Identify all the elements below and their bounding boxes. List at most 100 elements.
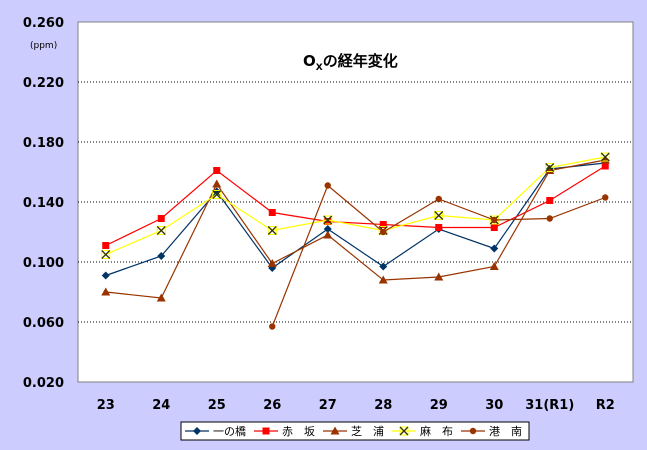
x-tick-label-9: R2 — [596, 398, 615, 413]
series-1-point-7 — [490, 224, 498, 231]
legend-marker-3-box — [399, 426, 409, 436]
series-2-point-6 — [434, 272, 444, 281]
series-3-point-0 — [101, 250, 111, 259]
series-1-point-4 — [324, 218, 332, 225]
series-0-point-7 — [490, 244, 499, 253]
legend-marker-1 — [262, 427, 270, 435]
x-tick-label-8: 31(R1) — [525, 398, 574, 413]
y-tick-label-4: 0.180 — [23, 136, 64, 151]
series-3-point-3-cross — [267, 226, 277, 235]
legend-marker-4 — [469, 427, 477, 435]
x-tick-label-3: 26 — [263, 398, 281, 413]
y-tick-label-6: 0.260 — [23, 16, 64, 31]
legend-label-2: 芝 浦 — [351, 425, 384, 438]
series-group — [101, 152, 610, 330]
series-1-point-9 — [601, 162, 609, 170]
series-line-0 — [105, 162, 606, 277]
series-4-point-8 — [546, 215, 553, 222]
series-0-point-5 — [379, 262, 388, 271]
series-4-point-7 — [491, 216, 498, 224]
y-axis-unit: (ppm) — [30, 41, 57, 51]
chart-title-rest: の経年変化 — [323, 52, 398, 70]
series-1-point-1 — [157, 215, 165, 222]
series-3-point-9 — [600, 152, 610, 162]
series-2-point-3 — [267, 259, 277, 267]
series-1-point-2 — [213, 167, 221, 174]
legend-marker-2 — [330, 426, 340, 435]
series-1-point-8 — [546, 197, 554, 204]
y-axis-ticks: 0.020 0.060 0.100 0.140 0.180 0.220 0.260 — [23, 16, 64, 391]
series-2-point-0 — [101, 287, 111, 296]
x-tick-label-0: 23 — [97, 398, 115, 413]
series-3-point-6-box — [434, 211, 444, 220]
series-2-point-2 — [212, 179, 222, 188]
x-tick-label-7: 30 — [485, 398, 503, 413]
series-4-point-5 — [380, 228, 387, 236]
series-3-point-3 — [267, 226, 277, 235]
legend-label-1: 赤 坂 — [282, 425, 315, 438]
series-3-point-2-cross — [212, 190, 222, 199]
legend-label-0: 一の橋 — [213, 424, 246, 438]
x-tick-label-1: 24 — [152, 398, 170, 413]
series-0-point-0 — [101, 271, 110, 280]
series-2-point-1 — [156, 293, 166, 302]
series-3-point-4-box — [323, 215, 333, 225]
series-line-3 — [105, 156, 606, 256]
x-axis-ticks: 23 24 25 26 27 28 29 30 31(R1) R2 — [97, 398, 615, 413]
series-2-point-7 — [489, 262, 499, 270]
legend-label-4: 港 南 — [489, 425, 522, 438]
series-1-point-6 — [435, 224, 443, 231]
series-3-point-1-cross — [156, 226, 166, 235]
series-3-point-9-cross — [600, 152, 610, 162]
y-tick-label-0: 0.020 — [23, 376, 64, 391]
series-3-point-8-cross — [545, 163, 555, 172]
legend-marker-3-cross — [399, 426, 409, 436]
series-3-point-1-box — [156, 226, 166, 235]
series-0-point-1 — [157, 252, 166, 260]
x-tick-label-5: 28 — [374, 398, 392, 413]
series-4-point-4 — [324, 182, 331, 189]
chart-title-main: O — [303, 52, 316, 70]
series-2-point-5 — [378, 275, 388, 284]
series-line-1 — [105, 165, 606, 247]
legend-marker-0 — [193, 427, 201, 435]
series-4-point-6 — [435, 195, 442, 203]
series-3-point-6-cross — [434, 211, 444, 220]
series-1-point-0 — [102, 242, 110, 249]
series-3-point-4-cross — [323, 215, 333, 225]
series-3-point-0-cross — [101, 250, 111, 259]
gridlines — [78, 81, 633, 323]
series-3-point-1 — [156, 226, 166, 235]
legend-box — [180, 421, 530, 441]
series-3-point-0-box — [101, 250, 111, 259]
y-tick-label-2: 0.100 — [23, 256, 64, 271]
series-2-point-4 — [323, 230, 333, 239]
legend-marker-3 — [399, 426, 409, 436]
y-tick-label-1: 0.060 — [23, 316, 64, 331]
series-0-point-2 — [212, 187, 221, 196]
series-0-point-4 — [323, 225, 332, 233]
series-3-point-4 — [323, 215, 333, 225]
series-4-point-9 — [602, 194, 609, 201]
series-4-point-3 — [269, 323, 276, 330]
series-3-point-6 — [434, 211, 444, 220]
y-tick-label-3: 0.140 — [23, 196, 64, 211]
legend: 一の橋 赤 坂 芝 浦 麻 布 港 南 — [180, 421, 530, 441]
series-3-point-3-box — [267, 226, 277, 235]
series-3-point-8-box — [545, 163, 555, 172]
series-3-point-8 — [545, 163, 555, 172]
x-tick-label-2: 25 — [208, 398, 226, 413]
chart-title: OXの経年変化 — [303, 52, 398, 73]
chart-title-subscript: X — [316, 63, 323, 73]
series-3-point-9-box — [600, 152, 610, 162]
legend-label-3: 麻 布 — [420, 424, 453, 438]
series-line-2 — [105, 159, 606, 299]
x-tick-label-4: 27 — [319, 398, 337, 413]
x-tick-label-6: 29 — [430, 398, 448, 413]
series-3-point-2 — [212, 190, 222, 199]
series-1-point-5 — [379, 221, 387, 228]
series-1-point-3 — [268, 209, 276, 216]
series-3-point-2-box — [212, 190, 222, 199]
y-tick-label-5: 0.220 — [23, 76, 64, 91]
